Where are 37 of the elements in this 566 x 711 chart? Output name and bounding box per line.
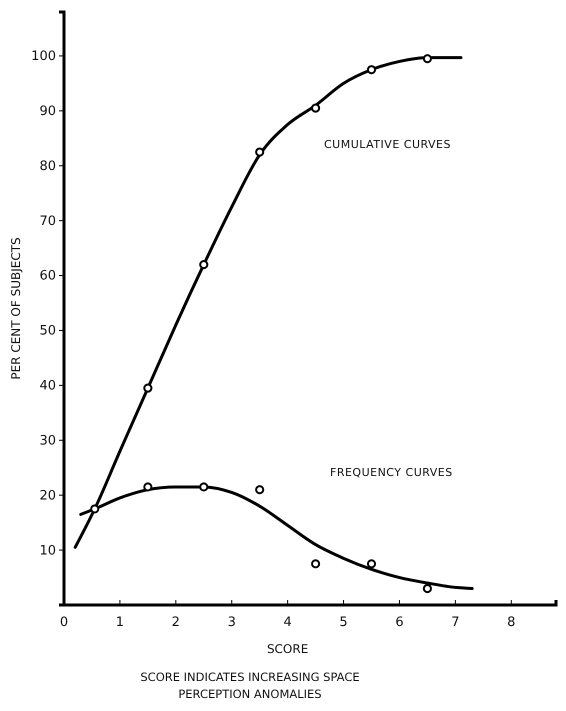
x-tick-label: 3 (228, 615, 236, 630)
point (255, 485, 264, 494)
point (422, 54, 432, 64)
point (366, 559, 376, 568)
text: SCORE INDICATES INCREASING SPACE PERCEPTION ANOMALIES (140, 670, 360, 701)
x-tick-label: 0 (60, 615, 68, 630)
x-tick-label: 4 (283, 615, 292, 630)
annotation: FREQUENCY CURVES (330, 466, 453, 479)
y-tick-label: 50 (39, 324, 56, 339)
point (199, 482, 208, 492)
annotation: CUMULATIVE CURVES (324, 138, 451, 151)
x-tick-label: 6 (395, 615, 404, 630)
y-tick-label: 60 (39, 268, 56, 284)
y-tick-label: 70 (39, 214, 56, 229)
point (311, 559, 320, 568)
point (422, 584, 432, 594)
x-tick-label: 8 (507, 615, 516, 630)
y-axis-title: PER CENT OF SUBJECTS (9, 237, 23, 380)
y-tick-label: 10 (39, 543, 56, 558)
y-tick-label: 30 (39, 433, 56, 448)
point (255, 147, 264, 157)
y-tick-label: 90 (39, 104, 56, 119)
x-tick-label: 7 (451, 615, 460, 630)
y-tick-label: 80 (39, 158, 56, 174)
y-tick-label: 40 (39, 378, 56, 394)
x-axis-title: SCORE (266, 642, 308, 656)
y-tick-label: 20 (39, 488, 56, 504)
x-tick-label: 1 (116, 615, 124, 630)
point (366, 65, 376, 74)
y-tick-label: 100 (31, 49, 56, 64)
point (143, 384, 152, 393)
point (90, 504, 100, 514)
point (311, 104, 320, 113)
point (199, 260, 208, 270)
point (143, 482, 152, 492)
x-tick-label: 5 (339, 615, 348, 630)
x-tick-label: 2 (172, 615, 180, 630)
